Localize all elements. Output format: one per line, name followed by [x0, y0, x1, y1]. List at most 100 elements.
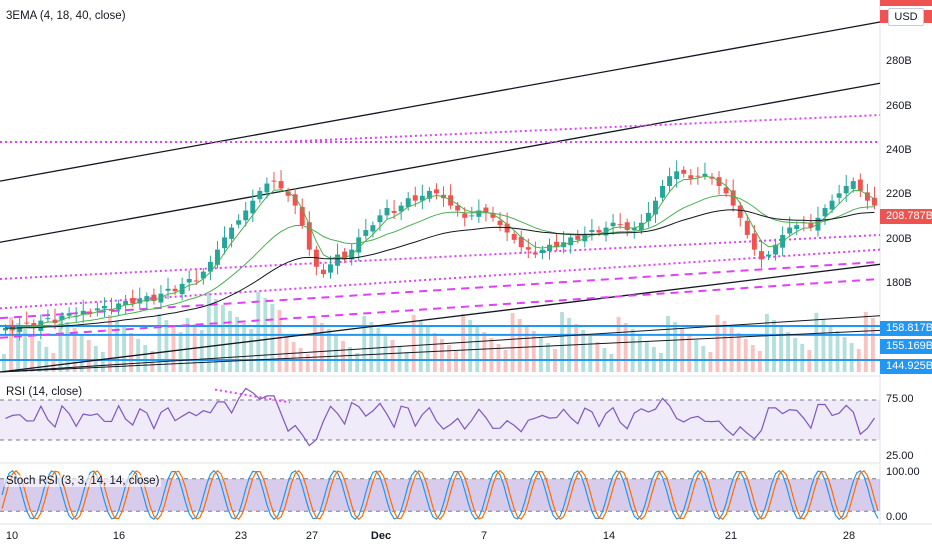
volume-bar: [560, 312, 564, 372]
candle-body: [702, 173, 708, 177]
volume-bar: [228, 311, 232, 372]
candle-body: [511, 233, 517, 240]
volume-bar: [722, 321, 727, 372]
candle-body: [172, 288, 178, 292]
candle-body: [264, 183, 270, 193]
candle-body: [631, 227, 637, 231]
candle-body: [222, 237, 228, 249]
volume-bar: [482, 332, 487, 372]
candle-body: [59, 315, 65, 321]
candle-body: [229, 227, 235, 239]
volume-bar: [418, 321, 423, 372]
candle-body: [850, 181, 856, 189]
volume-bar: [277, 310, 282, 372]
volume-bar: [814, 313, 819, 372]
volume-bar: [517, 319, 522, 372]
volume-bar: [150, 351, 155, 372]
rsi-indicator-label[interactable]: RSI (14, close): [4, 386, 85, 398]
candle-body: [525, 247, 531, 250]
time-axis-tick: Dec: [370, 530, 392, 542]
volume-bar: [538, 337, 543, 372]
volume-bar: [157, 314, 162, 372]
candle-body: [794, 225, 800, 230]
candle-body: [243, 210, 249, 221]
candle-body: [744, 220, 750, 235]
volume-bar: [828, 325, 833, 372]
candle-body: [843, 186, 849, 194]
candle-body: [638, 222, 644, 231]
candle-body: [207, 261, 213, 272]
candle-body: [547, 244, 552, 252]
dashed-line: [0, 278, 881, 339]
candle-body: [66, 313, 72, 316]
currency-button[interactable]: USD: [888, 8, 924, 26]
main-indicator-label[interactable]: 3EMA (4, 18, 40, close): [4, 10, 128, 22]
time-axis-tick: 28: [842, 530, 856, 542]
ema-fast-line: [5, 175, 875, 330]
rsi-axis-tick: 25.00: [886, 450, 914, 462]
candle-body: [829, 200, 835, 210]
volume-bar: [800, 344, 805, 372]
volume-bar: [72, 328, 77, 372]
volume-bar: [772, 320, 776, 372]
volume-bar: [341, 341, 345, 372]
candle-body: [80, 310, 86, 315]
price-axis-tick: 260B: [886, 100, 912, 112]
candle-body: [377, 215, 383, 223]
candle-body: [857, 179, 863, 191]
rsi-line: [5, 387, 875, 447]
price-axis-tick: 220B: [886, 188, 912, 200]
volume-bar: [164, 320, 169, 372]
candle-body: [342, 251, 348, 260]
volume-bar: [305, 354, 310, 372]
candle-body: [716, 177, 722, 186]
candle-body: [384, 208, 390, 216]
volume-bar: [23, 329, 28, 372]
candle-body: [660, 186, 666, 198]
candle-body: [398, 205, 404, 212]
time-axis-tick: 10: [5, 530, 19, 542]
time-axis-tick: 7: [480, 530, 488, 542]
candle-body: [433, 189, 439, 194]
volume-bar: [764, 314, 769, 372]
volume-bar: [524, 325, 529, 372]
candle-body: [200, 271, 206, 279]
volume-bar: [842, 337, 847, 372]
volume-bar: [425, 327, 430, 372]
candle-body: [17, 325, 23, 332]
volume-bar: [786, 332, 791, 372]
volume-bar: [630, 329, 635, 372]
volume-bar: [736, 333, 741, 372]
volume-bar: [666, 316, 670, 372]
candle-body: [94, 308, 100, 311]
volume-bar: [178, 332, 183, 372]
volume-bar: [369, 322, 374, 372]
volume-bar: [185, 318, 190, 372]
ema-mid-line: [5, 194, 875, 329]
stoch-rsi-indicator-label[interactable]: Stoch RSI (3, 3, 14, 14, close): [4, 475, 162, 487]
candle-body: [787, 227, 793, 234]
candle-body: [864, 192, 870, 201]
volume-bar: [270, 304, 275, 372]
volume-bar: [171, 326, 176, 372]
candle-body: [758, 251, 764, 260]
volume-bar: [729, 327, 734, 372]
candle-body: [271, 180, 277, 182]
volume-bar: [623, 323, 628, 372]
candle-body: [497, 220, 503, 226]
volume-bar: [595, 342, 600, 372]
time-axis-tick: 21: [724, 530, 738, 542]
candle-body: [236, 220, 242, 225]
volume-bar: [821, 319, 826, 372]
candle-body: [123, 301, 129, 305]
volume-bar: [355, 353, 360, 372]
volume-bar: [334, 335, 338, 372]
candle-body: [116, 303, 122, 310]
candle-body: [412, 195, 418, 201]
candle-body: [292, 194, 298, 206]
candle-body: [766, 254, 771, 257]
volume-bar: [545, 343, 550, 372]
rsi-axis-tick: 75.00: [886, 393, 914, 405]
volume-bar: [404, 352, 409, 372]
